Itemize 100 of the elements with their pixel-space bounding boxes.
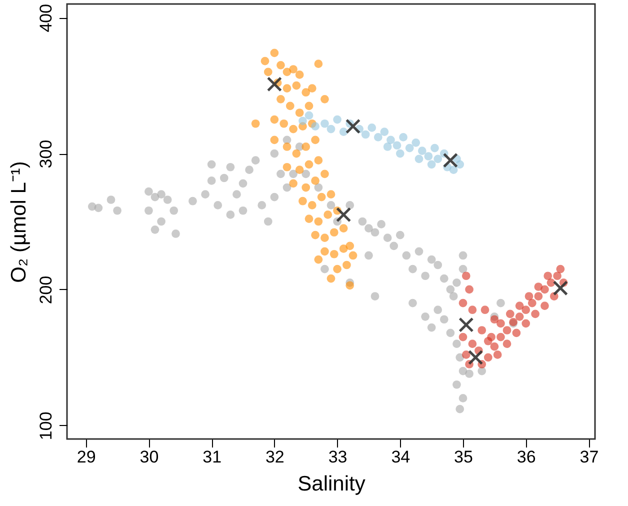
point bbox=[311, 136, 320, 144]
point bbox=[490, 342, 499, 351]
point bbox=[302, 142, 310, 151]
point bbox=[556, 264, 565, 274]
point bbox=[480, 306, 490, 314]
point bbox=[414, 154, 424, 164]
point bbox=[544, 272, 552, 280]
point bbox=[304, 111, 314, 120]
point bbox=[458, 298, 468, 308]
point bbox=[270, 136, 279, 144]
point bbox=[320, 247, 329, 256]
point bbox=[317, 192, 326, 202]
point bbox=[251, 119, 260, 128]
point bbox=[427, 160, 436, 169]
point bbox=[534, 292, 543, 300]
point bbox=[295, 70, 304, 79]
point bbox=[339, 244, 348, 253]
point bbox=[302, 88, 310, 97]
point bbox=[468, 340, 477, 348]
point bbox=[308, 201, 316, 210]
point bbox=[298, 116, 307, 126]
point bbox=[522, 319, 530, 328]
point bbox=[465, 285, 474, 294]
point bbox=[266, 76, 282, 92]
y-tick-label: 100 bbox=[36, 412, 56, 440]
point bbox=[458, 317, 474, 332]
point bbox=[490, 315, 499, 324]
point bbox=[468, 306, 477, 314]
point bbox=[515, 312, 524, 321]
point bbox=[552, 280, 568, 296]
y-tick-label: 400 bbox=[36, 4, 56, 32]
point bbox=[302, 183, 310, 192]
point bbox=[456, 160, 464, 169]
point bbox=[326, 190, 336, 198]
point bbox=[311, 230, 320, 240]
point bbox=[289, 179, 298, 188]
point bbox=[524, 292, 534, 300]
point bbox=[308, 84, 316, 92]
x-tick-label: 31 bbox=[202, 448, 222, 466]
point bbox=[260, 56, 270, 66]
point bbox=[506, 310, 514, 318]
point bbox=[361, 130, 370, 139]
point bbox=[320, 94, 329, 104]
point bbox=[320, 234, 329, 242]
point bbox=[282, 142, 292, 151]
point bbox=[540, 302, 549, 310]
x-tick-label: 35 bbox=[454, 448, 473, 466]
point bbox=[333, 115, 342, 124]
x-tick-label: 36 bbox=[516, 448, 536, 466]
point bbox=[383, 142, 392, 151]
x-tick-label: 32 bbox=[265, 448, 284, 466]
x-axis-title: Salinity bbox=[298, 472, 366, 496]
point bbox=[295, 108, 304, 117]
point bbox=[493, 350, 502, 359]
x-tick-label: 37 bbox=[580, 448, 599, 466]
y-tick-label: 200 bbox=[36, 276, 56, 304]
point bbox=[412, 138, 420, 147]
point bbox=[496, 332, 505, 342]
point bbox=[314, 255, 323, 264]
point bbox=[276, 94, 285, 104]
point bbox=[333, 264, 342, 274]
point bbox=[522, 306, 530, 314]
point bbox=[368, 124, 376, 132]
point bbox=[339, 128, 348, 136]
point bbox=[304, 214, 314, 223]
point bbox=[314, 156, 323, 165]
point bbox=[292, 81, 301, 90]
point bbox=[462, 272, 470, 280]
point bbox=[295, 166, 304, 174]
point bbox=[326, 274, 336, 283]
point bbox=[314, 217, 323, 226]
point bbox=[553, 272, 562, 280]
point bbox=[462, 350, 470, 359]
point bbox=[484, 353, 492, 362]
point bbox=[270, 115, 279, 124]
point bbox=[515, 302, 524, 310]
point bbox=[346, 281, 354, 290]
point bbox=[314, 60, 323, 68]
point bbox=[345, 118, 361, 134]
point bbox=[282, 84, 292, 92]
point bbox=[311, 176, 320, 185]
point bbox=[320, 170, 329, 178]
y-axis-title: O₂ (µmol L⁻¹) bbox=[8, 161, 30, 283]
point bbox=[502, 340, 512, 348]
point bbox=[304, 102, 314, 110]
point bbox=[442, 152, 458, 168]
point bbox=[418, 146, 426, 155]
point bbox=[311, 122, 320, 131]
point bbox=[392, 141, 402, 150]
point bbox=[276, 60, 285, 70]
x-tick-label: 33 bbox=[328, 448, 348, 466]
point bbox=[534, 282, 543, 291]
point bbox=[458, 332, 468, 342]
point bbox=[326, 124, 336, 134]
point bbox=[399, 133, 408, 142]
point bbox=[342, 260, 351, 270]
point bbox=[449, 166, 458, 174]
point bbox=[496, 319, 505, 328]
point bbox=[330, 228, 338, 237]
point bbox=[289, 124, 298, 134]
